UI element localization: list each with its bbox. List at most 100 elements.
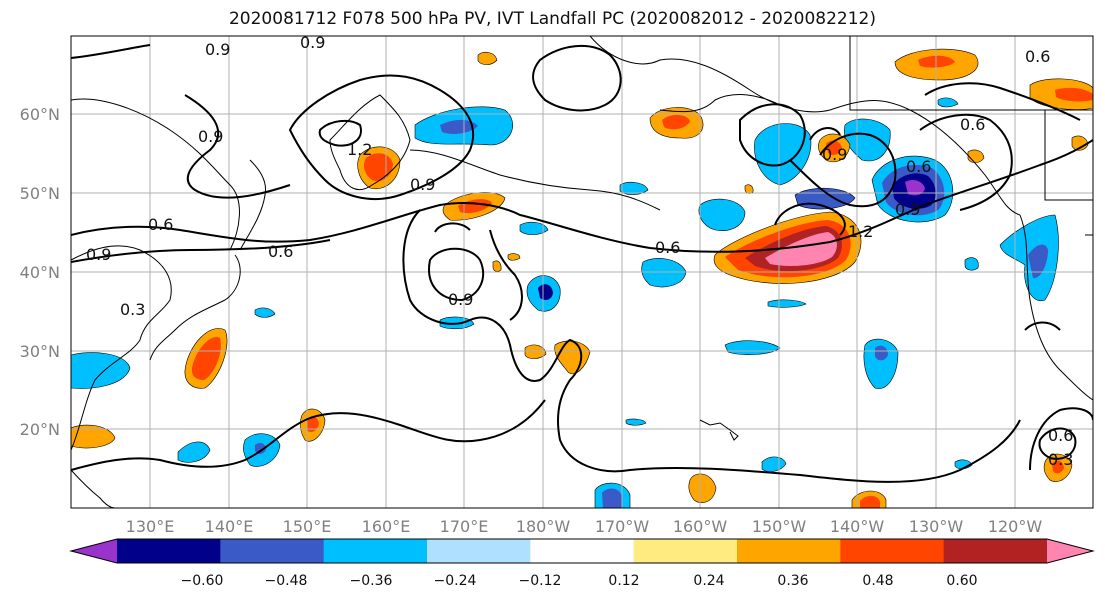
- contour-label: 0.9: [410, 175, 435, 194]
- colorbar-ticks: −0.60 −0.48 −0.36 −0.24 −0.12 0.12 0.24 …: [181, 573, 978, 589]
- contour-label: 0.6: [1025, 47, 1050, 66]
- colorbar-tick-label: 0.36: [777, 573, 808, 589]
- lon-label: 180°W: [516, 517, 571, 536]
- contour-label: 0.6: [268, 242, 293, 261]
- pv-positive-region: [1071, 135, 1089, 151]
- lat-label: 30°N: [20, 342, 60, 361]
- pv-negative-region: [440, 119, 478, 134]
- contour-labels: 0.9 0.9 0.9 1.2 0.9 0.6 0.6 0.9 0.6 0.9 …: [86, 33, 1073, 469]
- pv-negative-region: [177, 441, 211, 463]
- pv-negative-region: [254, 307, 276, 318]
- colorbar-tick-label: 0.60: [946, 573, 977, 589]
- contour-label: 0.6: [655, 238, 680, 257]
- lon-label: 130°E: [126, 517, 175, 536]
- colorbar-swatch: [840, 539, 945, 563]
- contour-label: 0.6: [1048, 426, 1073, 445]
- map-title: 2020081712 F078 500 hPa PV, IVT Landfall…: [228, 9, 876, 29]
- pv-negative-region: [602, 488, 622, 508]
- pv-positive-region: [477, 51, 498, 65]
- lon-label: 120°W: [988, 517, 1043, 536]
- pv-positive-region: [507, 253, 521, 261]
- lon-label: 170°E: [440, 517, 489, 536]
- lat-label: 20°N: [20, 420, 60, 439]
- pv-positive-region: [1052, 460, 1064, 474]
- pv-negative-region: [761, 456, 787, 473]
- contour-label: 1.2: [347, 140, 372, 159]
- contour-label: 0.9: [448, 290, 473, 309]
- colorbar-min-extension: [71, 539, 117, 563]
- pv-negative-region: [767, 299, 807, 308]
- pv-positive-region: [191, 337, 221, 380]
- contour-label: 0.9: [822, 145, 847, 164]
- colorbar-tick-label: 0.24: [693, 573, 724, 589]
- contour-label: 0.9: [205, 40, 230, 59]
- contour-label: 0.3: [1048, 450, 1073, 469]
- lat-label: 60°N: [20, 105, 60, 124]
- colorbar-swatch: [220, 539, 325, 563]
- contour-label: 0.6: [906, 157, 931, 176]
- coastlines: [71, 36, 1093, 508]
- pv-negative-region: [641, 258, 687, 288]
- contour-label: 0.9: [198, 127, 223, 146]
- colorbar-swatches: [117, 539, 1048, 563]
- contour-label: 0.3: [120, 300, 145, 319]
- pv-negative-region: [754, 123, 812, 186]
- ivt-contours: [71, 44, 1093, 483]
- pv-positive-region: [662, 114, 690, 130]
- pv-positive-region: [744, 184, 754, 194]
- pv-positive-region: [492, 260, 502, 272]
- lat-label: 50°N: [20, 184, 60, 203]
- colorbar-swatch: [530, 539, 635, 563]
- lat-label: 40°N: [20, 263, 60, 282]
- map-frame: [70, 35, 1094, 509]
- contour-label: 1.2: [848, 222, 873, 241]
- pv-positive-region: [688, 473, 717, 503]
- pv-shading: [71, 48, 1093, 508]
- pv-negative-region: [964, 257, 979, 271]
- lon-label: 160°W: [673, 517, 728, 536]
- colorbar-tick-label: −0.60: [181, 573, 224, 589]
- colorbar-tick-label: −0.24: [434, 573, 477, 589]
- pv-negative-region: [538, 284, 553, 301]
- pv-negative-region: [519, 221, 549, 235]
- colorbar-tick-label: 0.12: [608, 573, 639, 589]
- colorbar-tick-label: −0.36: [350, 573, 393, 589]
- colorbar-swatch: [633, 539, 738, 563]
- lon-label: 140°W: [830, 517, 885, 536]
- pv-negative-region: [625, 418, 647, 426]
- lon-label: 150°W: [752, 517, 807, 536]
- colorbar-swatch: [943, 539, 1048, 563]
- colorbar-swatch: [737, 539, 841, 563]
- pv-negative-region: [905, 180, 925, 196]
- contour-label: 0.9: [86, 245, 111, 264]
- pv-negative-region: [255, 442, 266, 455]
- colorbar-swatch: [323, 539, 428, 563]
- colorbar-tick-label: −0.48: [265, 573, 308, 589]
- colorbar-tick-label: 0.48: [862, 573, 893, 589]
- pv-positive-region: [524, 344, 547, 359]
- lon-label: 130°W: [909, 517, 964, 536]
- pv-positive-region: [765, 232, 837, 266]
- colorbar-tick-label: −0.12: [519, 573, 562, 589]
- pv-negative-region: [875, 345, 888, 361]
- lon-label: 140°E: [205, 517, 254, 536]
- pv-negative-region: [937, 97, 959, 108]
- latitude-labels: 60°N 50°N 40°N 30°N 20°N: [20, 105, 60, 439]
- map-area: 0.9 0.9 0.9 1.2 0.9 0.6 0.6 0.9 0.6 0.9 …: [71, 33, 1093, 508]
- pv-negative-region: [1028, 244, 1048, 279]
- colorbar-outline: [69, 538, 1095, 564]
- colorbar-swatch: [427, 539, 531, 563]
- colorbar: −0.60 −0.48 −0.36 −0.24 −0.12 0.12 0.24 …: [69, 538, 1095, 589]
- lon-label: 160°E: [362, 517, 411, 536]
- contour-label: 0.9: [300, 33, 325, 52]
- longitude-labels: 130°E 140°E 150°E 160°E 170°E 180°W 170°…: [126, 517, 1043, 536]
- pv-positive-region: [307, 416, 319, 432]
- contour-label: 0.6: [960, 115, 985, 134]
- pv-positive-region: [1055, 87, 1093, 102]
- pv-positive-region: [860, 495, 880, 508]
- lon-label: 170°W: [595, 517, 650, 536]
- lon-label: 150°E: [283, 517, 332, 536]
- contour-label: 0.6: [148, 215, 173, 234]
- pv-positive-region: [71, 424, 116, 449]
- contour-label: 0.9: [895, 200, 920, 219]
